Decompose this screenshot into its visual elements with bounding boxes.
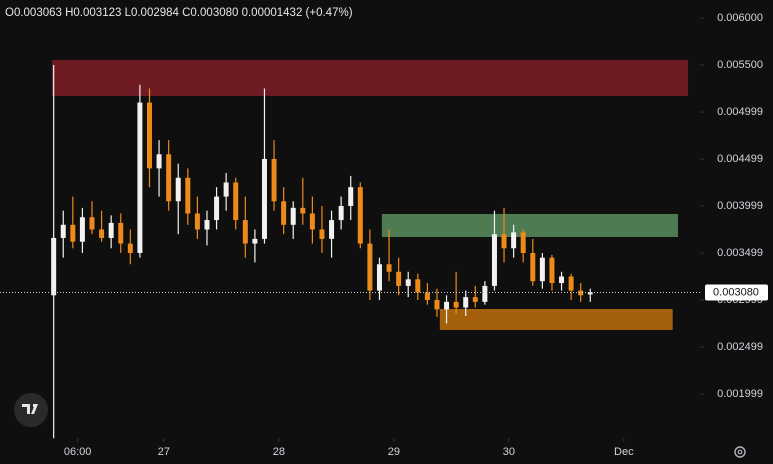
candle-body (587, 292, 593, 295)
candle-body (482, 285, 488, 302)
zone (439, 309, 673, 330)
last-price-box (705, 284, 768, 301)
last-price-label: 0.003080 (713, 286, 759, 298)
candle-body (79, 217, 85, 242)
candle-body (319, 229, 325, 239)
zone (51, 59, 689, 96)
candle-body (520, 232, 526, 253)
candle-body (539, 257, 545, 282)
x-tick-label: 27 (158, 446, 170, 458)
candle-body (89, 217, 95, 230)
candle-body (309, 213, 315, 230)
candle-body (51, 237, 57, 296)
x-tick-label: 28 (273, 446, 285, 458)
candle-body (424, 292, 430, 300)
candle-body (137, 102, 143, 253)
candle-body (434, 299, 440, 310)
logo-mark[interactable] (22, 404, 38, 414)
ohlc-legend: O0.003063 H0.003123 L0.002984 C0.003080 … (5, 7, 353, 19)
candle-body (578, 290, 584, 296)
candle-body (376, 264, 382, 291)
logo-circle[interactable] (14, 393, 48, 427)
x-tick-label: Dec (614, 446, 634, 458)
candle-body (338, 205, 344, 221)
candle-body (415, 279, 421, 293)
plot: 0.006000 0.005500 0.004999 0.004499 0.003999… (0, 12, 768, 458)
candle-body (549, 257, 555, 284)
candle-body (214, 196, 220, 221)
settings-icon[interactable] (734, 446, 746, 458)
candle-body (300, 207, 306, 214)
candle-body (530, 252, 536, 282)
y-tick-label: 0.005500 (717, 59, 763, 71)
candle-body (357, 187, 363, 244)
logo[interactable] (14, 393, 48, 427)
candle-body (223, 182, 229, 197)
candle-body (156, 154, 162, 169)
candle-body (175, 177, 181, 202)
candle-body (146, 102, 152, 169)
y-tick-label: 0.003999 (717, 200, 763, 212)
candle-body (444, 301, 450, 310)
candle-body (463, 297, 469, 308)
candle-body (386, 264, 392, 272)
candle-body (252, 238, 258, 244)
candle-body (60, 224, 66, 238)
candle-body (396, 271, 402, 286)
candle-body (233, 182, 239, 221)
y-tick-label: 0.004499 (717, 153, 763, 165)
candle-body (70, 224, 76, 242)
candle-body (472, 297, 478, 302)
y-tick-label: 0.006000 (717, 12, 763, 24)
candle-body (118, 222, 124, 244)
candle-body (127, 243, 133, 253)
zone (381, 213, 678, 238)
y-tick-label: 0.003499 (717, 247, 763, 259)
gear[interactable] (734, 446, 746, 458)
gear-hub[interactable] (737, 449, 743, 455)
candle-body (568, 276, 574, 291)
x-tick-label: 30 (503, 446, 515, 458)
y-tick-label: 0.001999 (717, 388, 763, 400)
x-tick-label: 06:00 (64, 446, 92, 458)
candle-body (204, 220, 210, 230)
candle-body (271, 158, 277, 202)
candle-body (185, 177, 191, 214)
candle-body (99, 229, 105, 238)
candle-body (491, 234, 497, 286)
candle-body (559, 276, 565, 284)
candle-body (329, 220, 335, 239)
candle-body (405, 279, 411, 286)
candle-body (367, 243, 373, 291)
candle-body (166, 154, 172, 202)
y-tick-label: 0.004999 (717, 106, 763, 118)
candle-body (261, 158, 267, 239)
candle-body (194, 213, 200, 230)
candle-body (290, 207, 296, 225)
candle-body (511, 232, 517, 249)
candle-body (242, 220, 248, 244)
candle-body (108, 222, 114, 238)
y-tick-label: 0.002499 (717, 341, 763, 353)
candle-body (501, 234, 507, 249)
candle-body (348, 187, 354, 206)
candle-body (453, 301, 459, 308)
x-tick-label: 29 (388, 446, 400, 458)
candle-body (281, 201, 287, 225)
